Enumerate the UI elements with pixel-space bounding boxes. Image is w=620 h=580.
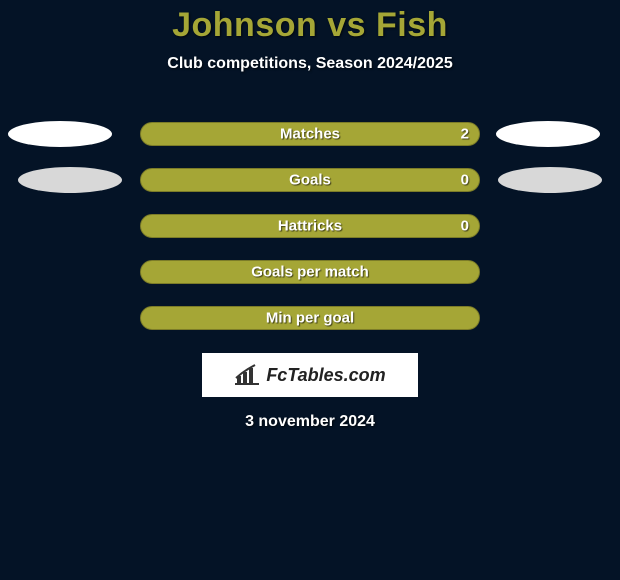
stat-bar: Goals per match xyxy=(140,260,480,284)
stat-row: Hattricks 0 xyxy=(0,203,620,249)
chart-icon xyxy=(234,364,260,386)
stat-label: Goals xyxy=(289,172,331,189)
player-marker-left xyxy=(18,167,122,193)
player-marker-right xyxy=(498,167,602,193)
stat-rows: Matches 2 Goals 0 Hattricks 0 Goals per match M… xyxy=(0,111,620,341)
player-marker-left xyxy=(8,121,112,147)
stat-row: Matches 2 xyxy=(0,111,620,157)
stat-label: Goals per match xyxy=(251,264,369,281)
stat-bar: Goals 0 xyxy=(140,168,480,192)
stat-bar: Hattricks 0 xyxy=(140,214,480,238)
stat-label: Hattricks xyxy=(278,218,342,235)
stat-value: 2 xyxy=(461,126,469,143)
stat-row: Min per goal xyxy=(0,295,620,341)
page-subtitle: Club competitions, Season 2024/2025 xyxy=(0,55,620,73)
player-marker-right xyxy=(496,121,600,147)
page-title: Johnson vs Fish xyxy=(0,0,620,45)
stat-bar: Matches 2 xyxy=(140,122,480,146)
stat-row: Goals 0 xyxy=(0,157,620,203)
stat-label: Min per goal xyxy=(266,310,354,327)
stat-row: Goals per match xyxy=(0,249,620,295)
logo-text: FcTables.com xyxy=(266,365,385,386)
date-text: 3 november 2024 xyxy=(0,413,620,431)
stat-bar: Min per goal xyxy=(140,306,480,330)
page-root: Johnson vs Fish Club competitions, Seaso… xyxy=(0,0,620,580)
stat-label: Matches xyxy=(280,126,340,143)
stat-value: 0 xyxy=(461,218,469,235)
stat-value: 0 xyxy=(461,172,469,189)
logo-box: FcTables.com xyxy=(202,353,418,397)
